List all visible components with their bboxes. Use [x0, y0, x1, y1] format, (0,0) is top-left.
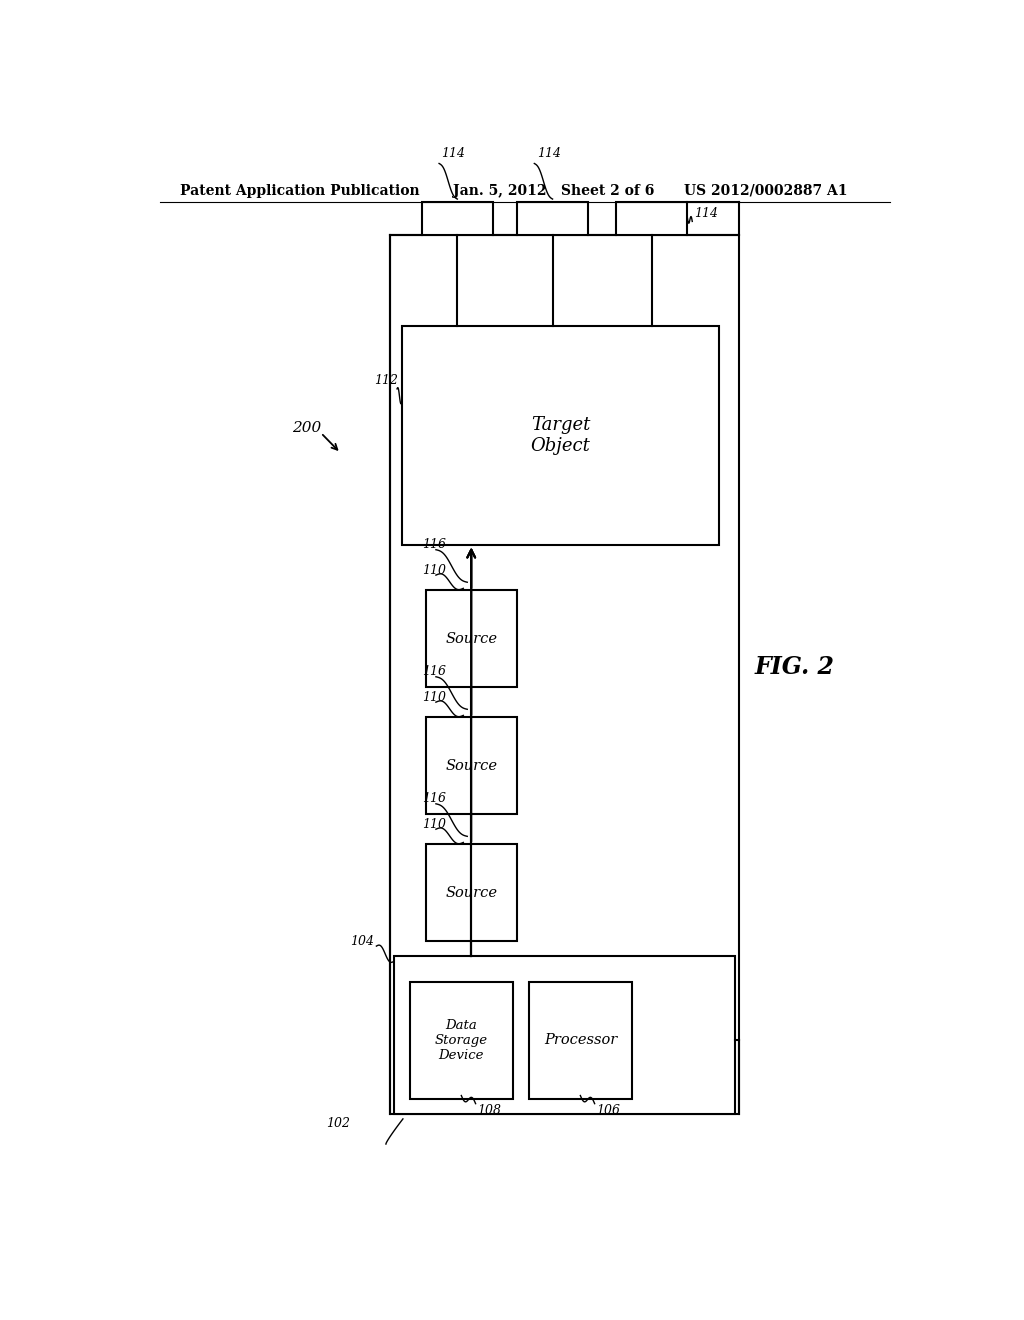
Text: 116: 116 [422, 539, 445, 552]
FancyBboxPatch shape [394, 956, 735, 1114]
Text: Target
Object: Target Object [530, 416, 591, 455]
FancyBboxPatch shape [422, 202, 494, 235]
FancyBboxPatch shape [426, 590, 517, 686]
Text: Data
Storage
Device: Data Storage Device [435, 1019, 487, 1061]
Text: 200: 200 [292, 421, 322, 434]
Text: 110: 110 [422, 690, 445, 704]
FancyBboxPatch shape [401, 326, 719, 545]
Text: 110: 110 [422, 817, 445, 830]
Text: Source: Source [445, 759, 498, 772]
Text: US 2012/0002887 A1: US 2012/0002887 A1 [684, 183, 847, 198]
Text: 112: 112 [374, 375, 397, 387]
Text: Sheet 2 of 6: Sheet 2 of 6 [560, 183, 654, 198]
Text: 116: 116 [422, 792, 445, 805]
Text: 104: 104 [350, 935, 374, 948]
Text: 102: 102 [327, 1118, 350, 1130]
Text: Jan. 5, 2012: Jan. 5, 2012 [454, 183, 547, 198]
FancyBboxPatch shape [410, 982, 513, 1098]
FancyBboxPatch shape [616, 202, 687, 235]
Text: Processor: Processor [544, 1034, 617, 1047]
FancyBboxPatch shape [426, 718, 517, 814]
Text: 110: 110 [422, 564, 445, 577]
Text: Patent Application Publication: Patent Application Publication [179, 183, 419, 198]
Text: 106: 106 [596, 1105, 621, 1117]
FancyBboxPatch shape [426, 845, 517, 941]
Text: 114: 114 [441, 147, 466, 160]
Text: FIG. 2: FIG. 2 [755, 655, 835, 678]
Text: 116: 116 [422, 665, 445, 678]
Text: Source: Source [445, 886, 498, 900]
Text: Source: Source [445, 632, 498, 645]
Text: 108: 108 [477, 1105, 501, 1117]
FancyBboxPatch shape [517, 202, 588, 235]
Text: 114: 114 [537, 147, 561, 160]
FancyBboxPatch shape [528, 982, 632, 1098]
FancyBboxPatch shape [390, 235, 739, 1114]
Text: 114: 114 [694, 207, 718, 220]
